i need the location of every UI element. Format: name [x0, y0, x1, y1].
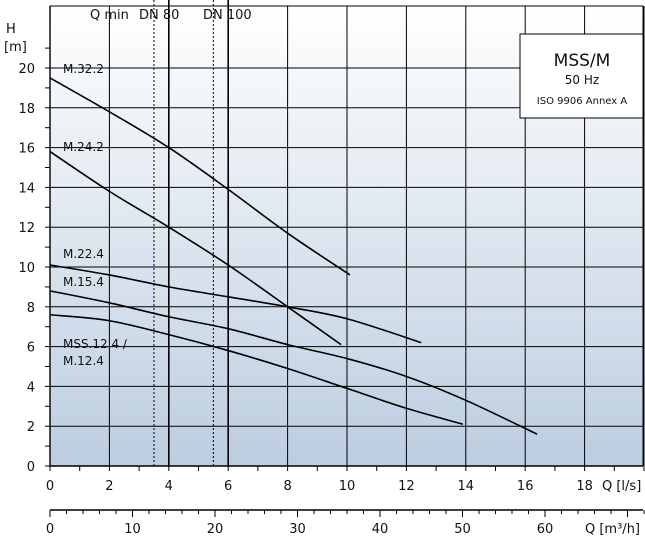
x-tick-label: 8	[283, 479, 291, 494]
marker-label: DN 100	[203, 8, 252, 23]
y-tick-label: 16	[18, 142, 35, 157]
y-tick-label: 18	[18, 102, 35, 117]
y-tick-label: 8	[27, 301, 35, 316]
x2-tick-label: 40	[372, 522, 389, 537]
curve-label: M.15.4	[63, 275, 104, 289]
x-tick-label: 16	[517, 479, 534, 494]
x-tick-label: 6	[224, 479, 232, 494]
legend-standard: ISO 9906 Annex A	[537, 96, 628, 107]
x2-tick-label: 50	[454, 522, 471, 537]
marker-label: DN 80	[139, 8, 179, 23]
x-tick-label: 10	[339, 479, 356, 494]
x-tick-label: 12	[398, 479, 415, 494]
curve-m-24-2	[49, 150, 342, 346]
y-tick-label: 12	[18, 221, 35, 236]
marker-label: Q min	[90, 8, 129, 23]
y-axis-unit: [m]	[4, 40, 27, 55]
y-tick-label: 20	[18, 62, 35, 77]
y-tick-label: 4	[27, 380, 35, 395]
curve-m-32-2	[49, 77, 351, 276]
curve-label: M.12.4	[63, 354, 104, 368]
legend-box: MSS/M 50 Hz ISO 9906 Annex A	[519, 33, 644, 119]
x2-tick-label: 30	[289, 522, 306, 537]
axes	[45, 6, 645, 517]
x-axis-label: Q [l/s]	[602, 479, 641, 494]
x-tick-label: 14	[458, 479, 475, 494]
x-tick-label: 18	[576, 479, 593, 494]
legend-frequency: 50 Hz	[565, 73, 599, 87]
x2-tick-label: 10	[124, 522, 141, 537]
x-tick-label: 2	[105, 479, 113, 494]
curve-mss-12-4-m-12-4	[49, 313, 464, 425]
y-tick-label: 2	[27, 420, 35, 435]
series-curves	[49, 77, 538, 435]
curve-label: M.22.4	[63, 247, 104, 261]
x2-tick-label: 20	[207, 522, 224, 537]
curve-label: M.24.2	[63, 140, 104, 154]
x-tick-label: 0	[46, 479, 54, 494]
legend-title: MSS/M	[554, 51, 611, 71]
x2-tick-label: 60	[537, 522, 554, 537]
x2-axis-label: Q [m³/h]	[585, 522, 640, 537]
marker-lines	[153, 0, 229, 466]
y-tick-label: 14	[18, 181, 35, 196]
curve-m-15-4	[49, 290, 538, 435]
x-tick-label: 4	[165, 479, 173, 494]
y-tick-label: 10	[18, 261, 35, 276]
y-tick-label: 0	[27, 460, 35, 475]
y-tick-label: 6	[27, 341, 35, 356]
curve-label: M.32.2	[63, 62, 104, 76]
curve-label: MSS.12.4 /	[63, 337, 128, 351]
x2-tick-label: 0	[46, 522, 54, 537]
labels: Q min DN 80 DN 100 M.32.2 M.24.2 M.22.4 M.15.4…	[4, 8, 641, 537]
y-axis-label: H	[6, 22, 16, 37]
curve-m-22-4	[49, 264, 422, 344]
